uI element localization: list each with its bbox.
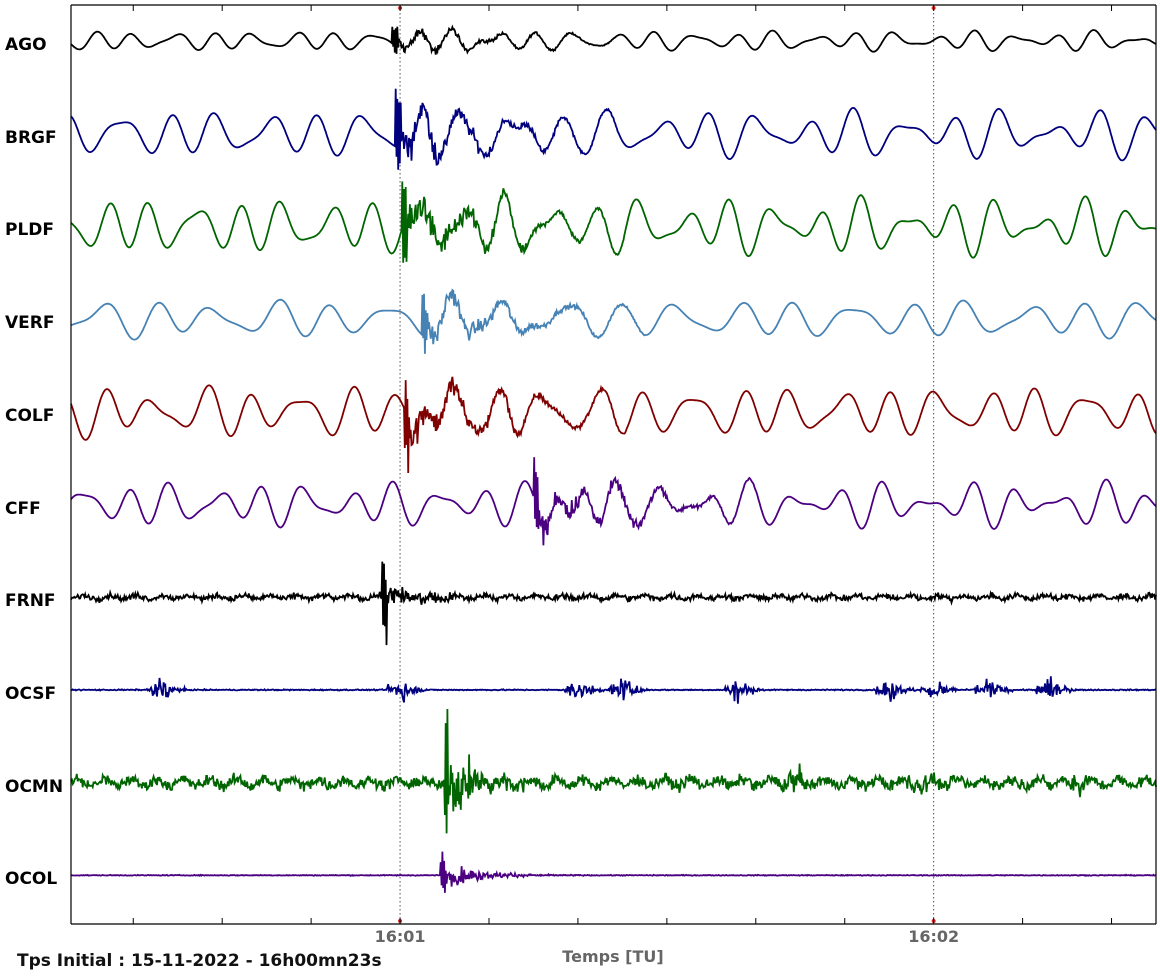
station-label-brgf: BRGF xyxy=(5,127,57,148)
station-label-ago: AGO xyxy=(5,35,47,55)
traces xyxy=(70,24,1157,893)
trace-brgf xyxy=(70,88,1157,170)
trace-cff xyxy=(70,457,1157,546)
x-axis-label: Temps [TU] xyxy=(562,947,664,966)
trace-frnf xyxy=(70,561,1157,646)
trace-colf xyxy=(70,376,1157,474)
trace-ocol xyxy=(70,851,1157,893)
station-label-ocsf: OCSF xyxy=(5,683,57,704)
trace-ago xyxy=(70,24,1157,55)
trace-pldf xyxy=(70,181,1157,263)
x-tick-label: 16:01 xyxy=(374,927,426,946)
station-label-ocmn: OCMN xyxy=(5,776,64,797)
trace-ocmn xyxy=(70,708,1157,834)
station-label-ocol: OCOL xyxy=(5,869,58,890)
axes xyxy=(70,4,1157,925)
station-label-frnf: FRNF xyxy=(5,591,56,612)
trace-ocsf xyxy=(70,676,1157,704)
station-label-verf: VERF xyxy=(5,313,55,334)
station-label-cff: CFF xyxy=(5,498,41,519)
station-label-colf: COLF xyxy=(5,405,55,426)
trace-verf xyxy=(70,288,1157,354)
start-time-footer: Tps Initial : 15-11-2022 - 16h00mn23s xyxy=(17,951,382,971)
station-label-pldf: PLDF xyxy=(5,220,55,241)
x-tick-label: 16:02 xyxy=(908,927,960,946)
